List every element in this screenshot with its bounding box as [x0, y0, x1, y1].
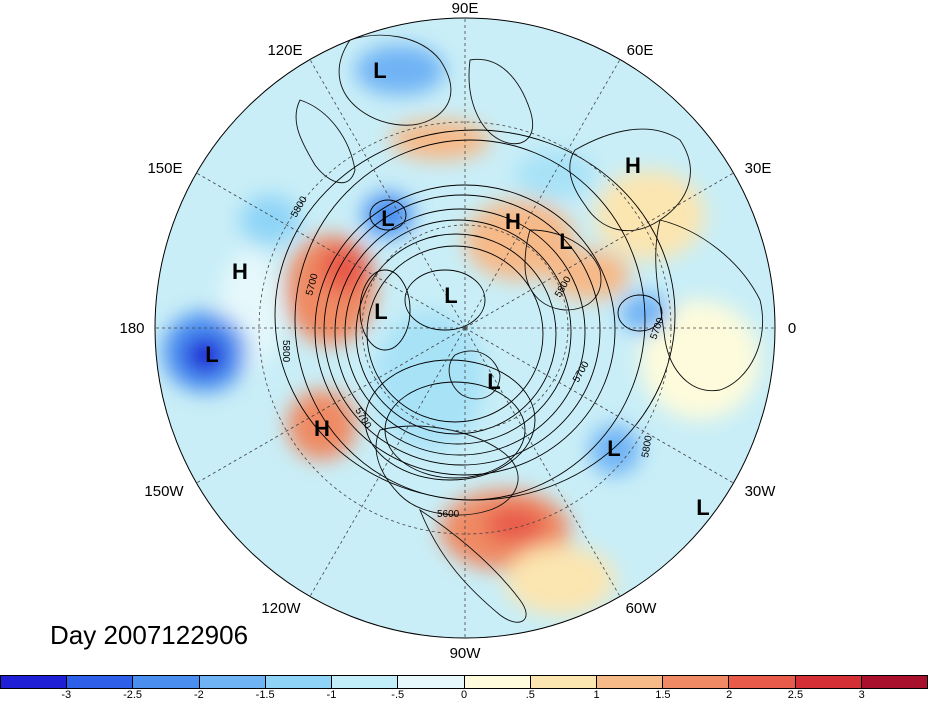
pressure-marker: H: [505, 209, 521, 234]
colorbar-swatch: [265, 676, 333, 688]
colorbar-swatch: [861, 676, 928, 688]
polar-stereographic-map: 90E 60E 30E 0 30W 60W 90W 120W 150W 180 …: [119, 0, 796, 662]
landmass-outlines: [295, 34, 764, 623]
lon-label-120e: 120E: [267, 42, 302, 59]
colorbar-swatch: [530, 676, 597, 688]
contour-label: 5600: [437, 509, 460, 520]
lon-label-180: 180: [119, 320, 144, 337]
pressure-centers: L H L H L H L L L L H L L: [205, 58, 709, 520]
colorbar-tick-label: 0: [460, 689, 468, 701]
colorbar-tick-label: -2: [193, 689, 204, 701]
colorbar-tick-label: -2.5: [123, 689, 143, 701]
colorbar-swatch: [133, 676, 200, 688]
colorbar-swatch: [199, 676, 266, 688]
colorbar: [0, 675, 928, 689]
pressure-marker: L: [374, 299, 387, 324]
lon-label-30w: 30W: [745, 483, 777, 500]
colorbar-tick-label: 1: [593, 689, 600, 701]
colorbar-swatch: [464, 676, 531, 688]
graticule: [155, 18, 775, 638]
lon-label-0: 0: [788, 320, 796, 337]
contour-label: 5800: [640, 434, 655, 458]
pressure-marker: L: [444, 283, 457, 308]
lon-label-150e: 150E: [147, 160, 182, 177]
colorbar-swatch: [332, 676, 399, 688]
lon-label-60w: 60W: [626, 600, 658, 617]
colorbar-tick-label: -.5: [391, 689, 405, 701]
contour-label: 5800: [280, 340, 291, 363]
pressure-marker: H: [625, 153, 641, 178]
lon-label-30e: 30E: [745, 160, 772, 177]
longitude-labels: 90E 60E 30E 0 30W 60W 90W 120W 150W 180 …: [119, 0, 796, 662]
colorbar-swatch: [795, 676, 862, 688]
colorbar-swatch: [729, 676, 796, 688]
colorbar-tick-label: 2.5: [787, 689, 804, 701]
pressure-marker: L: [487, 369, 500, 394]
pressure-marker: L: [607, 436, 620, 461]
colorbar-tick-label: 1.5: [655, 689, 671, 701]
colorbar-tick-label: -1: [326, 689, 337, 701]
lon-label-150w: 150W: [144, 483, 184, 500]
pressure-marker: L: [381, 206, 394, 231]
colorbar-swatch: [1, 676, 68, 688]
colorbar-tick-label: -3: [61, 689, 72, 701]
lon-label-90w: 90W: [450, 645, 482, 662]
colorbar-tick-label: 3: [858, 689, 865, 701]
pressure-marker: L: [559, 229, 572, 254]
colorbar-swatch: [663, 676, 730, 688]
pressure-marker: H: [232, 259, 248, 284]
colorbar-tick-label: 2: [726, 689, 733, 701]
pressure-marker: L: [205, 342, 218, 367]
lon-label-120w: 120W: [261, 600, 301, 617]
map-boundary: [154, 17, 776, 639]
day-label: Day 2007122906: [50, 620, 249, 650]
colorbar-swatch: [67, 676, 134, 688]
lon-label-90e: 90E: [452, 0, 479, 17]
colorbar-swatch: [398, 676, 465, 688]
pressure-marker: H: [314, 416, 330, 441]
lon-label-60e: 60E: [627, 42, 654, 59]
pressure-marker: L: [696, 495, 709, 520]
pressure-marker: L: [373, 58, 386, 83]
colorbar-swatch: [596, 676, 664, 688]
colorbar-tick-label: .5: [525, 689, 535, 701]
colorbar-tick-label: -1.5: [255, 689, 275, 701]
